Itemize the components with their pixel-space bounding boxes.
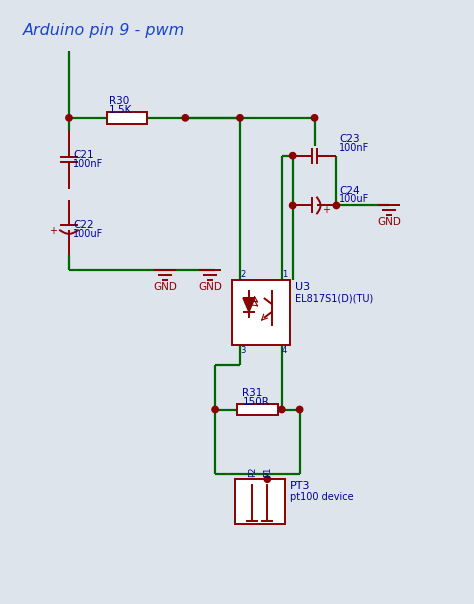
Circle shape [311, 115, 318, 121]
Text: 1: 1 [282, 270, 287, 279]
Text: GND: GND [154, 282, 177, 292]
Text: Arduino pin 9 - pwm: Arduino pin 9 - pwm [23, 24, 185, 38]
Text: C21: C21 [73, 150, 93, 159]
Bar [235, 479, 285, 524]
Circle shape [290, 202, 296, 208]
Text: C22: C22 [73, 220, 93, 230]
Text: GND: GND [198, 282, 222, 292]
Text: C23: C23 [339, 133, 360, 144]
Text: pt100 device: pt100 device [290, 492, 353, 502]
Text: 4: 4 [282, 346, 287, 355]
Circle shape [296, 406, 303, 413]
Circle shape [237, 115, 243, 121]
Text: 100nF: 100nF [73, 159, 103, 169]
Circle shape [264, 476, 271, 483]
Text: EL817S1(D)(TU): EL817S1(D)(TU) [295, 293, 373, 303]
Text: +: + [322, 205, 330, 216]
Text: 100uF: 100uF [73, 230, 103, 239]
Text: P2: P2 [248, 467, 257, 477]
Text: R30: R30 [109, 96, 129, 106]
Circle shape [333, 202, 339, 208]
Text: +: + [49, 226, 57, 236]
Text: U3: U3 [295, 282, 310, 292]
Text: PT3: PT3 [290, 481, 310, 491]
Text: P1: P1 [263, 467, 272, 477]
Text: 2: 2 [240, 270, 245, 279]
Text: 150R: 150R [243, 397, 269, 406]
Circle shape [182, 115, 189, 121]
Polygon shape [243, 298, 255, 312]
Circle shape [279, 406, 285, 413]
Bar [232, 280, 290, 345]
Text: R31: R31 [243, 388, 263, 397]
Bar [237, 403, 278, 416]
Bar [107, 112, 147, 124]
Circle shape [290, 152, 296, 159]
Text: 100nF: 100nF [339, 143, 370, 153]
Text: 1.5K: 1.5K [109, 105, 133, 115]
Text: GND: GND [377, 217, 401, 227]
Text: 100uF: 100uF [339, 194, 370, 205]
Circle shape [212, 406, 219, 413]
Text: 3: 3 [240, 346, 246, 355]
Text: C24: C24 [339, 185, 360, 196]
Circle shape [66, 115, 72, 121]
